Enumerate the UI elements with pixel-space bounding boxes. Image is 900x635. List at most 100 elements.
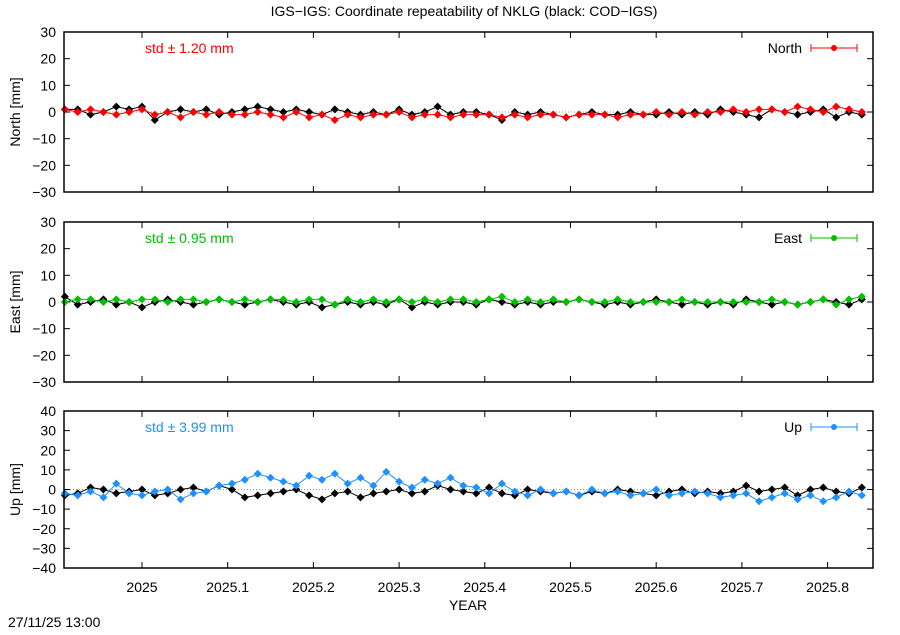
- data-point: [60, 489, 69, 498]
- y-tick-label: 30: [40, 423, 56, 439]
- data-point: [497, 113, 506, 122]
- data-point: [665, 110, 674, 119]
- data-point: [716, 493, 725, 502]
- data-point: [575, 110, 584, 119]
- data-point: [317, 495, 326, 504]
- data-point: [86, 110, 95, 119]
- data-point: [343, 479, 352, 488]
- plot-frame: [63, 31, 874, 193]
- y-tick-label: −20: [32, 347, 56, 363]
- data-point: [523, 113, 532, 122]
- data-point: [575, 295, 584, 304]
- legend-marker: [831, 424, 837, 430]
- data-point: [253, 102, 262, 111]
- data-point: [690, 110, 699, 119]
- y-axis-label: East [mm]: [7, 270, 23, 333]
- data-point: [536, 298, 545, 306]
- data-point: [472, 298, 481, 306]
- data-point: [356, 113, 365, 122]
- y-tick-label: 0: [48, 294, 56, 310]
- data-point: [613, 113, 622, 122]
- data-point: [857, 491, 866, 500]
- data-point: [305, 108, 314, 116]
- y-tick-label: −10: [32, 131, 56, 147]
- data-point: [86, 487, 95, 496]
- data-point: [279, 477, 288, 486]
- data-point: [459, 295, 468, 304]
- data-point: [845, 295, 854, 304]
- y-axis-label: North [mm]: [7, 77, 23, 146]
- data-point: [382, 467, 391, 476]
- data-point: [369, 481, 378, 490]
- x-tick-label: 2025.2: [292, 579, 335, 595]
- data-point: [150, 295, 159, 304]
- data-point: [857, 108, 866, 116]
- data-point: [99, 485, 108, 494]
- data-point: [587, 298, 596, 306]
- data-point: [395, 477, 404, 486]
- data-point: [73, 108, 82, 116]
- data-point: [420, 295, 429, 304]
- data-point: [215, 108, 224, 116]
- data-point: [652, 298, 661, 306]
- data-point: [330, 300, 339, 309]
- data-point: [292, 481, 301, 490]
- data-point: [755, 497, 764, 506]
- data-point: [793, 300, 802, 309]
- data-point: [626, 110, 635, 119]
- data-point: [137, 105, 146, 114]
- x-tick-label: 2025: [126, 579, 157, 595]
- x-axis-label: YEAR: [449, 597, 487, 613]
- data-point: [112, 489, 121, 498]
- data-point: [703, 108, 712, 116]
- data-point: [549, 295, 558, 304]
- data-point: [536, 110, 545, 119]
- data-point: [266, 110, 275, 119]
- data-point: [819, 497, 828, 506]
- data-point: [793, 110, 802, 119]
- data-point: [330, 469, 339, 478]
- data-point: [652, 108, 661, 116]
- data-point: [780, 298, 789, 306]
- data-point: [613, 487, 622, 496]
- data-point: [832, 300, 841, 309]
- data-point: [395, 108, 404, 116]
- data-point: [266, 473, 275, 482]
- data-point: [227, 298, 236, 306]
- data-point: [395, 485, 404, 494]
- data-point: [60, 298, 69, 306]
- panel-up: 40 30 20 10 0 −10 −20 −30 −40 2025 2025.1 2025.2 202…: [7, 403, 874, 595]
- data-point: [343, 110, 352, 119]
- data-point: [73, 300, 82, 309]
- std-label: std ± 1.20 mm: [145, 40, 234, 56]
- data-point: [215, 481, 224, 490]
- data-point: [433, 110, 442, 119]
- data-point: [767, 300, 776, 309]
- y-axis-label: Up [mm]: [7, 463, 23, 516]
- y-tick-label: 20: [40, 241, 56, 257]
- data-point: [793, 495, 802, 504]
- data-point: [407, 303, 416, 312]
- plot-frame: [63, 221, 874, 383]
- y-tick-label: 0: [48, 104, 56, 120]
- data-point: [793, 102, 802, 111]
- data-point: [446, 295, 455, 304]
- data-point: [497, 298, 506, 306]
- data-point: [317, 110, 326, 119]
- data-point: [163, 298, 172, 306]
- data-point: [343, 295, 352, 304]
- data-point: [639, 298, 648, 306]
- data-point: [716, 108, 725, 116]
- data-point: [677, 489, 686, 498]
- data-point: [150, 487, 159, 496]
- data-point: [305, 295, 314, 304]
- x-tick-label: 2025.8: [806, 579, 849, 595]
- data-point: [755, 487, 764, 496]
- data-point: [176, 295, 185, 304]
- data-point: [240, 295, 249, 304]
- data-point: [382, 110, 391, 119]
- data-point: [137, 485, 146, 494]
- data-point: [227, 485, 236, 494]
- data-point: [819, 483, 828, 492]
- data-point: [112, 479, 121, 488]
